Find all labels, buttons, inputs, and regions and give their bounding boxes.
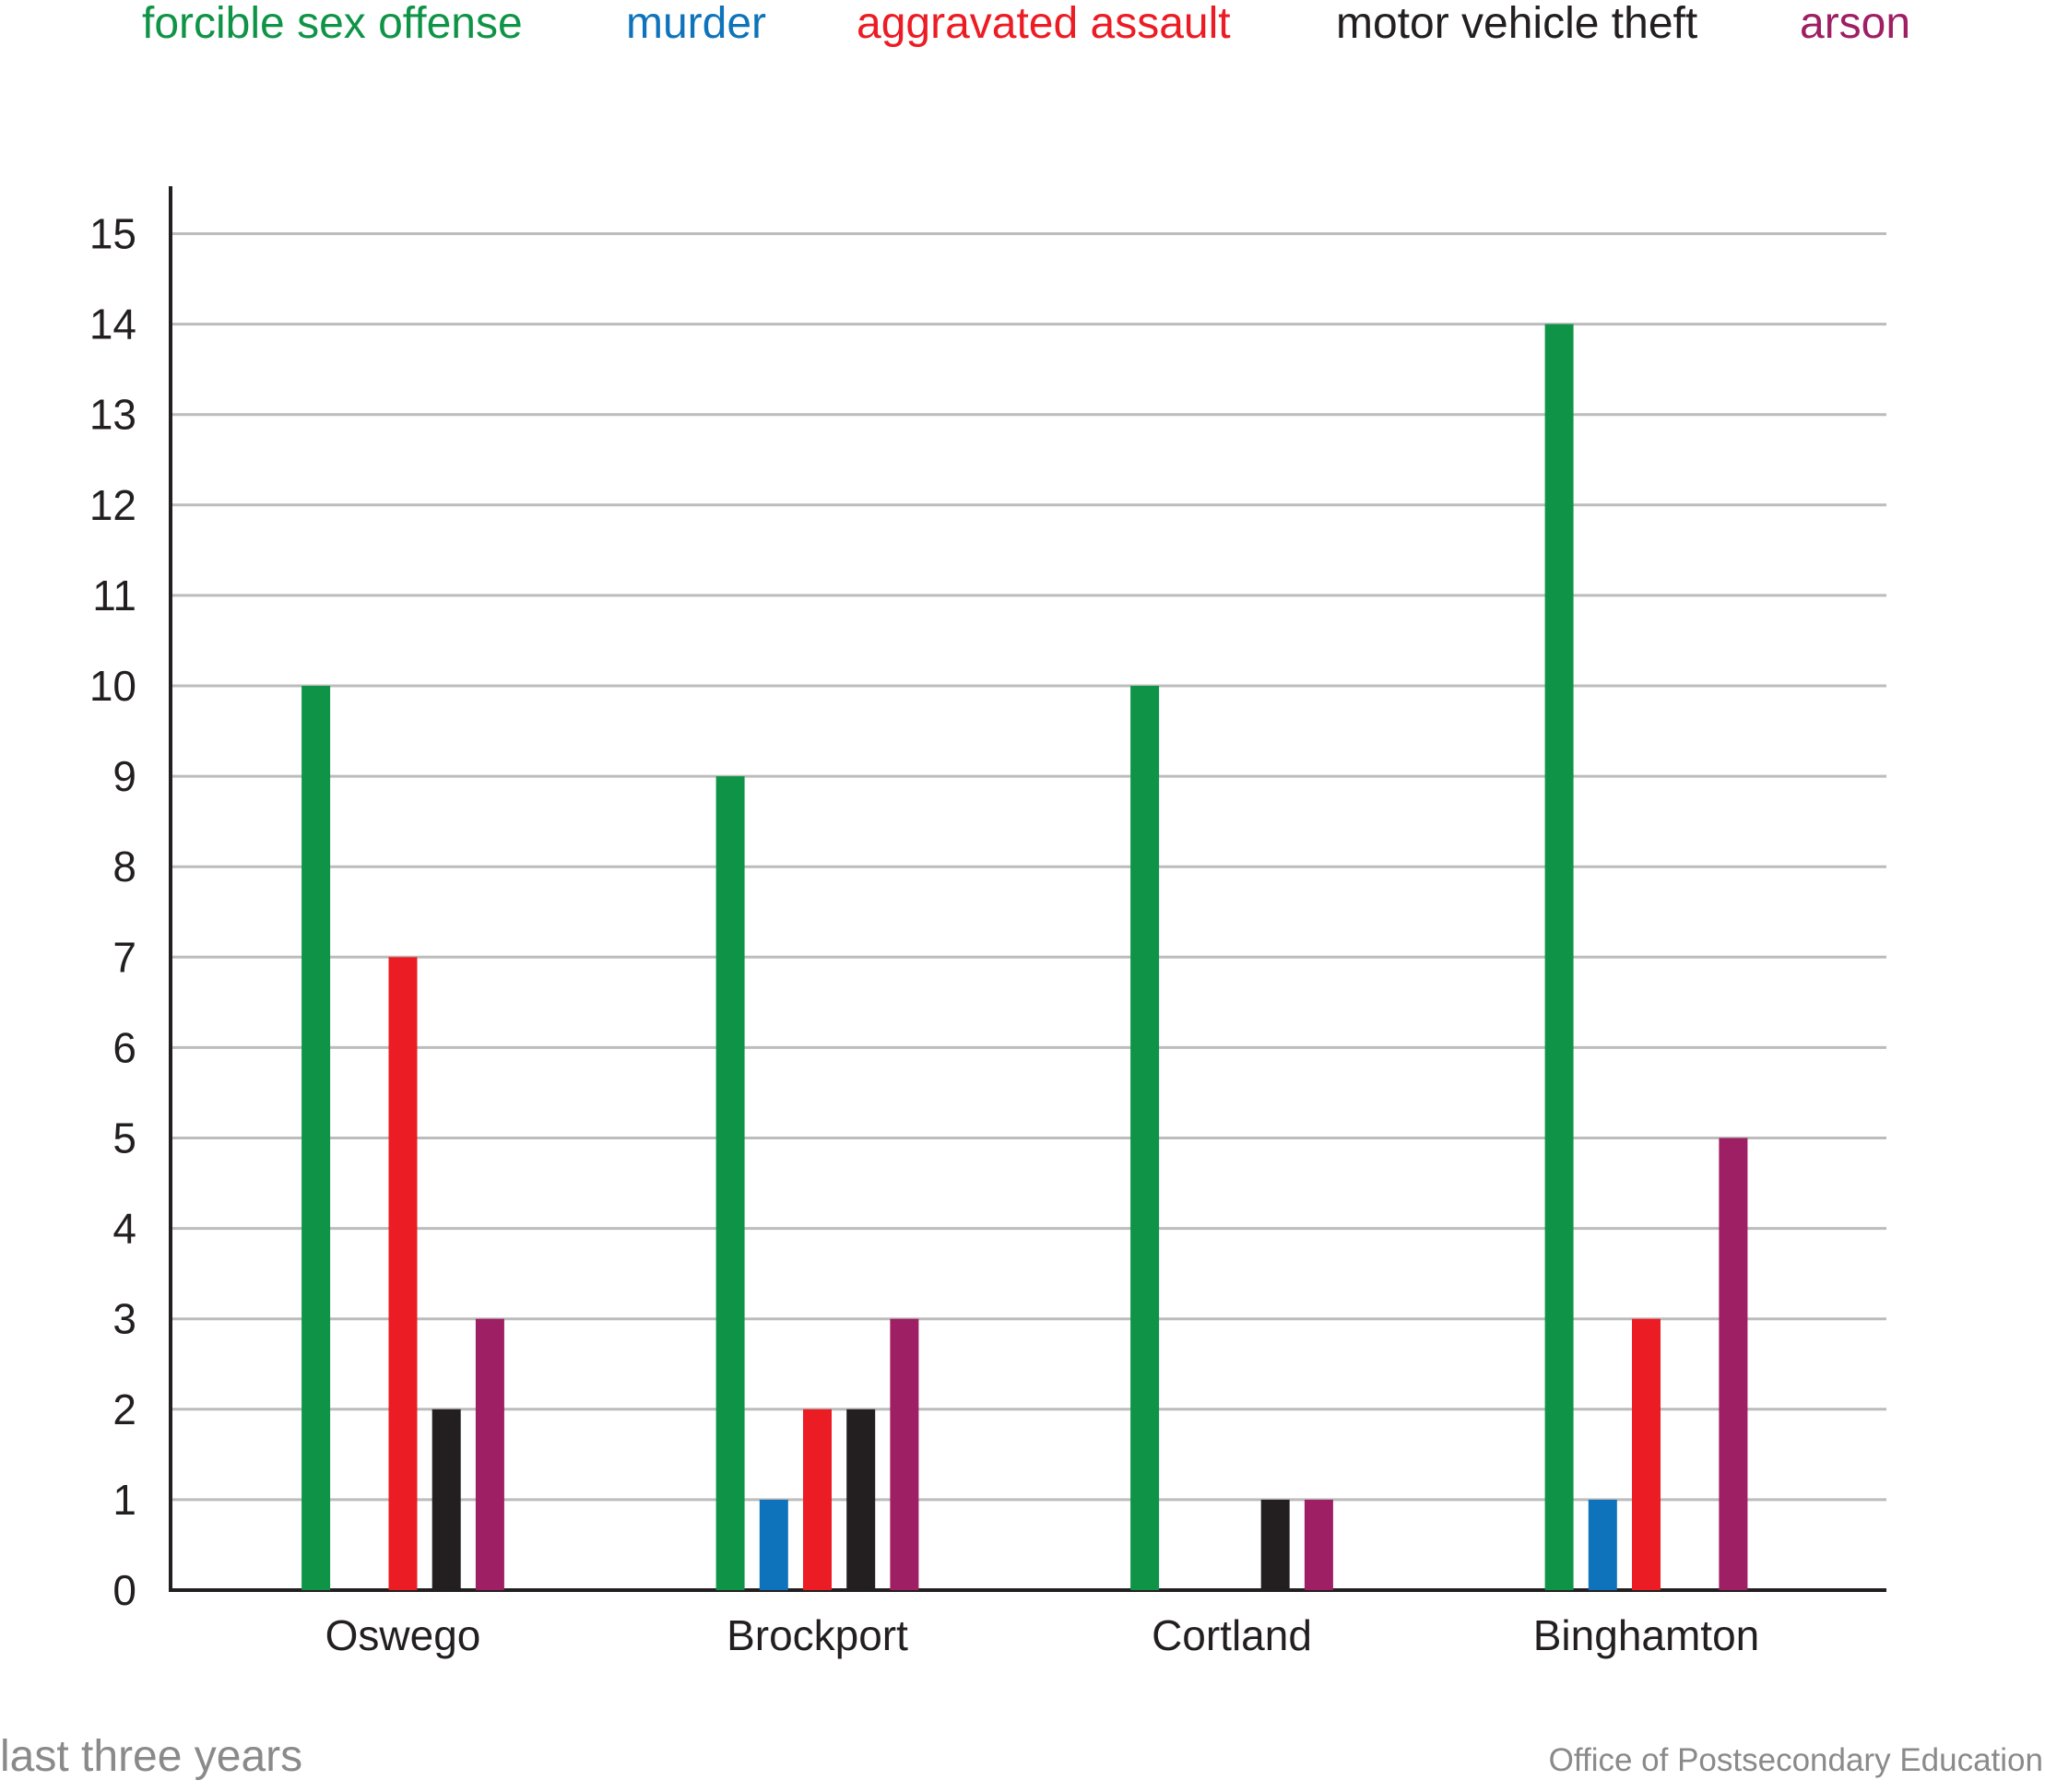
bar-forcible-sex-offense-brockport (715, 776, 745, 1590)
bar-arson-binghamton (1719, 1138, 1748, 1590)
legend-entry-motor-vehicle-theft: motor vehicle theft (1336, 0, 1698, 48)
y-tick-label: 2 (112, 1385, 136, 1433)
bar-motor-vehicle-theft-cortland (1260, 1499, 1290, 1590)
bars (301, 324, 1748, 1591)
bar-murder-brockport (759, 1499, 788, 1590)
legend-entry-forcible-sex-offense: forcible sex offense (142, 0, 523, 48)
footer-period-note: last three years (0, 1732, 303, 1781)
bar-motor-vehicle-theft-oswego (431, 1409, 461, 1590)
footer-source: Office of Postsecondary Education (1548, 1742, 2043, 1778)
y-tick-label: 11 (92, 572, 136, 619)
bar-arson-cortland (1304, 1499, 1333, 1590)
legend-entry-arson: arson (1800, 0, 1911, 48)
y-tick-label: 10 (89, 662, 136, 710)
gridlines (171, 232, 1886, 1502)
x-tick-labels: Oswego Brockport Cortland Binghamton (325, 1611, 1760, 1659)
y-tick-label: 9 (112, 752, 136, 800)
x-tick-label: Binghamton (1533, 1611, 1760, 1659)
x-tick-label: Oswego (325, 1611, 481, 1659)
bar-forcible-sex-offense-cortland (1130, 686, 1160, 1590)
bar-aggravated-assault-brockport (803, 1409, 832, 1590)
bar-aggravated-assault-binghamton (1632, 1318, 1661, 1590)
y-tick-label: 5 (112, 1114, 136, 1162)
bar-arson-oswego (475, 1318, 504, 1590)
y-tick-label: 8 (112, 843, 136, 890)
chart-legend: forcible sex offense murder aggravated a… (0, 0, 2045, 55)
y-tick-label: 6 (112, 1023, 136, 1071)
axes (169, 186, 1886, 1592)
bar-forcible-sex-offense-oswego (301, 686, 331, 1590)
y-tick-label: 3 (112, 1295, 136, 1343)
bar-forcible-sex-offense-binghamton (1544, 324, 1574, 1591)
y-tick-label: 15 (89, 210, 136, 258)
y-tick-label: 12 (89, 481, 136, 529)
x-tick-label: Cortland (1152, 1611, 1312, 1659)
bar-arson-brockport (890, 1318, 919, 1590)
y-tick-label: 0 (112, 1566, 136, 1614)
bar-aggravated-assault-oswego (388, 957, 418, 1590)
legend-entry-aggravated-assault: aggravated assault (857, 0, 1231, 48)
bar-murder-binghamton (1588, 1499, 1617, 1590)
y-tick-label: 7 (112, 933, 136, 981)
legend-entry-murder: murder (626, 0, 767, 48)
bar-motor-vehicle-theft-brockport (846, 1409, 876, 1590)
y-tick-label: 14 (89, 301, 136, 348)
y-tick-label: 4 (112, 1205, 136, 1253)
y-tick-label: 13 (89, 391, 136, 439)
x-tick-label: Brockport (727, 1611, 908, 1659)
y-tick-label: 1 (112, 1476, 136, 1524)
